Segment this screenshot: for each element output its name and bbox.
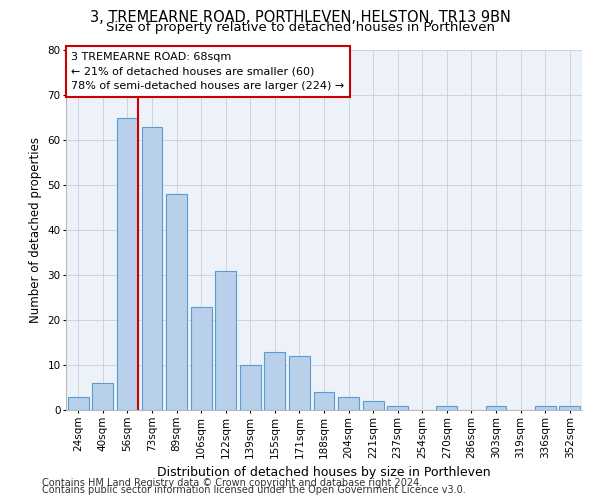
Bar [559,406,580,410]
Text: Size of property relative to detached houses in Porthleven: Size of property relative to detached ho… [106,21,494,34]
Text: 3 TREMEARNE ROAD: 68sqm
← 21% of detached houses are smaller (60)
78% of semi-de: 3 TREMEARNE ROAD: 68sqm ← 21% of detache… [71,52,344,92]
Bar [191,306,212,410]
Bar [387,406,408,410]
Bar [215,270,236,410]
Bar [314,392,334,410]
Bar [166,194,187,410]
Text: 3, TREMEARNE ROAD, PORTHLEVEN, HELSTON, TR13 9BN: 3, TREMEARNE ROAD, PORTHLEVEN, HELSTON, … [89,10,511,25]
Bar [265,352,286,410]
Bar [117,118,138,410]
Bar [289,356,310,410]
Bar [338,396,359,410]
Text: Contains HM Land Registry data © Crown copyright and database right 2024.: Contains HM Land Registry data © Crown c… [42,478,422,488]
Bar [535,406,556,410]
Bar [362,401,383,410]
Y-axis label: Number of detached properties: Number of detached properties [29,137,42,323]
Bar [436,406,457,410]
Bar [485,406,506,410]
Bar [92,383,113,410]
X-axis label: Distribution of detached houses by size in Porthleven: Distribution of detached houses by size … [157,466,491,479]
Text: Contains public sector information licensed under the Open Government Licence v3: Contains public sector information licen… [42,485,466,495]
Bar [142,126,163,410]
Bar [68,396,89,410]
Bar [240,365,261,410]
